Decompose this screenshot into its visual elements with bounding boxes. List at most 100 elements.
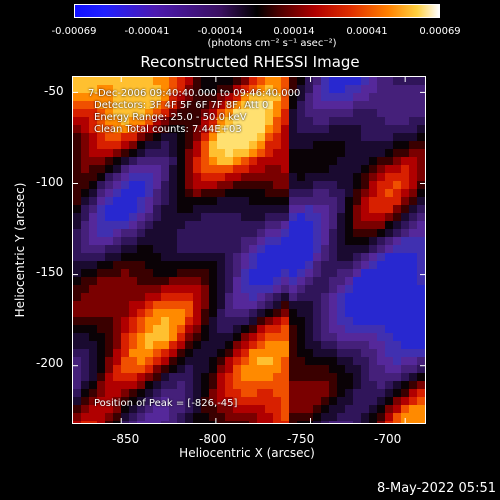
heatmap-cell bbox=[105, 93, 114, 102]
heatmap-cell bbox=[193, 269, 202, 278]
heatmap-cell bbox=[345, 333, 354, 342]
heatmap-cell bbox=[321, 197, 330, 206]
heatmap-cell bbox=[81, 349, 90, 358]
heatmap-cell bbox=[289, 397, 298, 406]
heatmap-cell bbox=[81, 117, 90, 126]
y-tick-label: -100 bbox=[36, 175, 64, 189]
heatmap-cell bbox=[73, 237, 82, 246]
heatmap-cell bbox=[305, 269, 314, 278]
heatmap-cell bbox=[313, 165, 322, 174]
heatmap-cell bbox=[393, 413, 402, 422]
heatmap-cell bbox=[417, 333, 425, 342]
heatmap-cell bbox=[137, 125, 146, 134]
heatmap-cell bbox=[145, 253, 154, 262]
heatmap-cell bbox=[193, 197, 202, 206]
heatmap-cell bbox=[89, 133, 98, 142]
heatmap-cell bbox=[241, 269, 250, 278]
heatmap-cell bbox=[257, 189, 266, 198]
heatmap-cell bbox=[129, 309, 138, 318]
heatmap-cell bbox=[321, 309, 330, 318]
heatmap-cell bbox=[209, 421, 218, 423]
heatmap-cell bbox=[225, 173, 234, 182]
heatmap-cell bbox=[121, 269, 130, 278]
heatmap-cell bbox=[297, 101, 306, 110]
heatmap-cell bbox=[329, 165, 338, 174]
heatmap-cell bbox=[393, 109, 402, 118]
heatmap-cell bbox=[313, 93, 322, 102]
heatmap-cell bbox=[385, 189, 394, 198]
heatmap-cell bbox=[369, 301, 378, 310]
heatmap-cell bbox=[137, 245, 146, 254]
heatmap-cell bbox=[153, 77, 162, 86]
heatmap-cell bbox=[289, 117, 298, 126]
heatmap-cell bbox=[393, 389, 402, 398]
heatmap-cell bbox=[201, 253, 210, 262]
heatmap-cell bbox=[385, 349, 394, 358]
heatmap-cell bbox=[281, 221, 290, 230]
heatmap-cell bbox=[281, 157, 290, 166]
heatmap-cell bbox=[121, 101, 130, 110]
heatmap-cell bbox=[209, 309, 218, 318]
heatmap-cell bbox=[177, 213, 186, 222]
heatmap-cell bbox=[81, 229, 90, 238]
heatmap-cell bbox=[129, 197, 138, 206]
heatmap-cell bbox=[185, 93, 194, 102]
heatmap-cell bbox=[377, 309, 386, 318]
heatmap-cell bbox=[353, 309, 362, 318]
heatmap-cell bbox=[409, 285, 418, 294]
heatmap-cell bbox=[257, 317, 266, 326]
heatmap-cell bbox=[353, 301, 362, 310]
heatmap-cell bbox=[161, 77, 170, 86]
heatmap-cell bbox=[169, 285, 178, 294]
heatmap-cell bbox=[225, 397, 234, 406]
heatmap-cell bbox=[321, 261, 330, 270]
heatmap-cell bbox=[217, 357, 226, 366]
heatmap-cell bbox=[385, 93, 394, 102]
heatmap-cell bbox=[217, 109, 226, 118]
heatmap-cell bbox=[289, 253, 298, 262]
heatmap-cell bbox=[81, 277, 90, 286]
heatmap-cell bbox=[353, 189, 362, 198]
heatmap-cell bbox=[249, 341, 258, 350]
heatmap-cell bbox=[393, 77, 402, 86]
heatmap-cell bbox=[257, 157, 266, 166]
heatmap-cell bbox=[81, 93, 90, 102]
heatmap-cell bbox=[273, 141, 282, 150]
heatmap-cell bbox=[153, 333, 162, 342]
heatmap-cell bbox=[257, 229, 266, 238]
heatmap-cell bbox=[89, 389, 98, 398]
heatmap-cell bbox=[385, 277, 394, 286]
heatmap-cell bbox=[337, 397, 346, 406]
heatmap-cell bbox=[97, 285, 106, 294]
heatmap-cell bbox=[137, 77, 146, 86]
heatmap-cell bbox=[145, 349, 154, 358]
heatmap-cell bbox=[377, 165, 386, 174]
heatmap-cell bbox=[193, 293, 202, 302]
heatmap-cell bbox=[313, 141, 322, 150]
heatmap-cell bbox=[193, 237, 202, 246]
heatmap-cell bbox=[249, 293, 258, 302]
heatmap-cell bbox=[209, 181, 218, 190]
heatmap-cell bbox=[113, 397, 122, 406]
heatmap-cell bbox=[225, 421, 234, 423]
heatmap-cell bbox=[361, 245, 370, 254]
heatmap-cell bbox=[81, 309, 90, 318]
colorbar-tick: -0.00014 bbox=[197, 26, 243, 37]
heatmap-cell bbox=[353, 293, 362, 302]
heatmap-cell bbox=[97, 341, 106, 350]
heatmap-cell bbox=[329, 301, 338, 310]
heatmap-cell bbox=[313, 341, 322, 350]
heatmap-cell bbox=[401, 389, 410, 398]
heatmap-cell bbox=[289, 293, 298, 302]
heatmap-cell bbox=[73, 277, 82, 286]
heatmap-cell bbox=[169, 181, 178, 190]
heatmap-cell bbox=[97, 277, 106, 286]
heatmap-cell bbox=[273, 285, 282, 294]
heatmap-cell bbox=[185, 309, 194, 318]
heatmap-cell bbox=[265, 261, 274, 270]
heatmap-cell bbox=[305, 365, 314, 374]
heatmap-cell bbox=[121, 397, 130, 406]
heatmap-cell bbox=[289, 341, 298, 350]
heatmap-cell bbox=[337, 301, 346, 310]
y-axis-label: Heliocentric Y (arcsec) bbox=[13, 182, 27, 318]
